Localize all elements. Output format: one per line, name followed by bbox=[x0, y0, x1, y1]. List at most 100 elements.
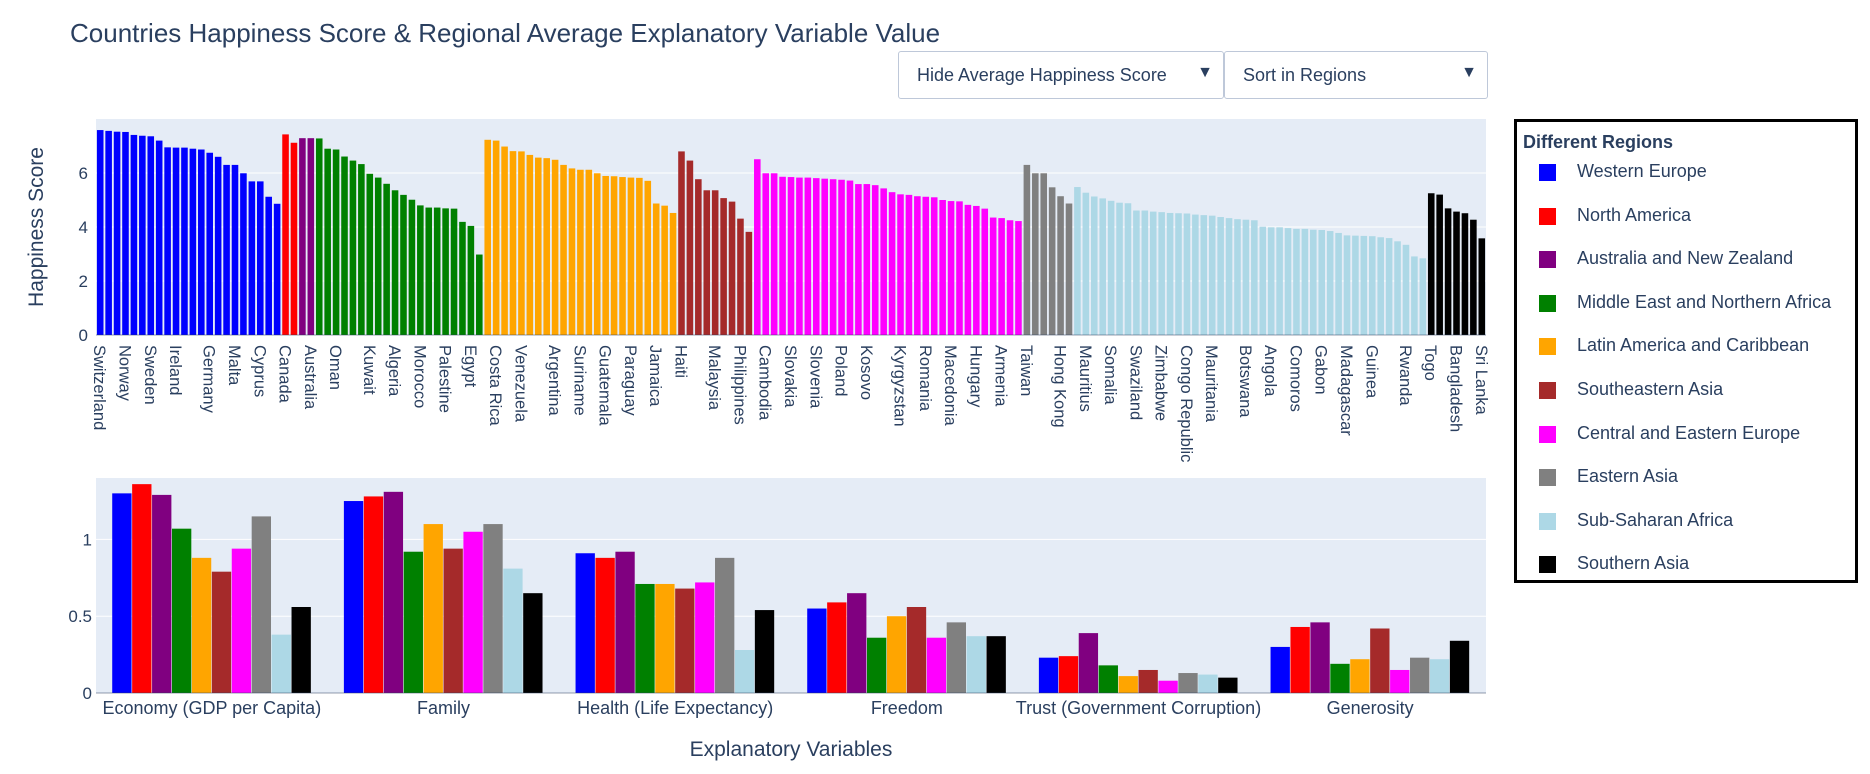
variable-bar[interactable] bbox=[847, 593, 867, 693]
variable-bar[interactable] bbox=[575, 553, 595, 693]
happiness-bar[interactable] bbox=[374, 177, 382, 335]
happiness-bar[interactable] bbox=[804, 177, 812, 335]
happiness-bar[interactable] bbox=[669, 212, 677, 335]
happiness-bar[interactable] bbox=[492, 140, 500, 335]
variable-bar[interactable] bbox=[615, 551, 635, 693]
variable-bar[interactable] bbox=[926, 637, 947, 693]
happiness-bar[interactable] bbox=[358, 164, 365, 335]
top-bar-series[interactable] bbox=[96, 130, 1486, 336]
happiness-bar[interactable] bbox=[838, 179, 845, 335]
legend-item[interactable]: Western Europe bbox=[1539, 157, 1859, 187]
variable-bar[interactable] bbox=[946, 622, 967, 693]
variable-bar[interactable] bbox=[443, 548, 463, 693]
variable-bar[interactable] bbox=[423, 524, 443, 693]
happiness-bar[interactable] bbox=[509, 151, 517, 335]
happiness-bar[interactable] bbox=[1107, 200, 1115, 335]
happiness-bar[interactable] bbox=[1411, 256, 1418, 335]
happiness-bar[interactable] bbox=[198, 149, 205, 335]
happiness-bar[interactable] bbox=[1116, 202, 1123, 335]
variable-bar[interactable] bbox=[1330, 663, 1350, 693]
variable-bar[interactable] bbox=[1370, 628, 1390, 694]
happiness-bar[interactable] bbox=[602, 175, 609, 335]
legend-item[interactable]: Sub-Saharan Africa bbox=[1539, 506, 1859, 536]
happiness-bar[interactable] bbox=[829, 179, 837, 335]
happiness-bar[interactable] bbox=[1234, 219, 1241, 335]
variable-bar[interactable] bbox=[1098, 665, 1118, 693]
happiness-bar[interactable] bbox=[770, 173, 778, 335]
variable-bar[interactable] bbox=[211, 571, 232, 693]
happiness-bar[interactable] bbox=[812, 178, 820, 335]
happiness-bar[interactable] bbox=[248, 181, 256, 335]
variable-bar[interactable] bbox=[1270, 646, 1290, 693]
variable-bar[interactable] bbox=[152, 494, 172, 693]
variable-bar[interactable] bbox=[1429, 659, 1450, 693]
happiness-bar[interactable] bbox=[299, 138, 306, 335]
happiness-bar[interactable] bbox=[1141, 210, 1149, 335]
happiness-bar[interactable] bbox=[459, 221, 466, 335]
happiness-bar[interactable] bbox=[1074, 187, 1081, 335]
happiness-bar[interactable] bbox=[846, 180, 854, 335]
happiness-bar[interactable] bbox=[754, 159, 761, 335]
variable-bar[interactable] bbox=[635, 583, 655, 693]
happiness-bar[interactable] bbox=[315, 138, 323, 335]
happiness-bar[interactable] bbox=[1133, 210, 1140, 335]
happiness-bar[interactable] bbox=[973, 205, 980, 335]
happiness-bar[interactable] bbox=[695, 179, 702, 335]
variable-bar[interactable] bbox=[112, 493, 132, 693]
happiness-bar[interactable] bbox=[189, 148, 197, 335]
variable-bar[interactable] bbox=[655, 583, 675, 693]
happiness-bar[interactable] bbox=[796, 177, 803, 335]
happiness-bar[interactable] bbox=[1175, 213, 1182, 335]
happiness-bar[interactable] bbox=[627, 177, 635, 335]
legend-item[interactable]: Southeastern Asia bbox=[1539, 375, 1859, 405]
legend-item[interactable]: Australia and New Zealand bbox=[1539, 244, 1859, 274]
happiness-bar[interactable] bbox=[113, 131, 121, 335]
variable-bar[interactable] bbox=[906, 607, 927, 693]
happiness-bar[interactable] bbox=[1099, 198, 1106, 335]
happiness-bar[interactable] bbox=[256, 181, 264, 335]
variable-bar[interactable] bbox=[132, 484, 152, 693]
variable-bar[interactable] bbox=[1158, 680, 1178, 693]
happiness-bar[interactable] bbox=[678, 151, 685, 335]
happiness-bar[interactable] bbox=[787, 177, 795, 335]
variable-bar[interactable] bbox=[715, 557, 735, 693]
happiness-bar[interactable] bbox=[981, 208, 989, 335]
happiness-bar[interactable] bbox=[593, 173, 601, 335]
variable-bar[interactable] bbox=[1350, 659, 1370, 693]
happiness-bar[interactable] bbox=[821, 178, 828, 335]
happiness-bar[interactable] bbox=[1343, 235, 1351, 335]
happiness-bar[interactable] bbox=[1326, 231, 1334, 335]
happiness-bar[interactable] bbox=[1335, 232, 1342, 335]
happiness-bar[interactable] bbox=[231, 164, 239, 335]
happiness-bar[interactable] bbox=[206, 152, 214, 335]
variable-bar[interactable] bbox=[1078, 633, 1099, 693]
variable-bar[interactable] bbox=[1290, 626, 1310, 693]
variable-bar[interactable] bbox=[271, 634, 291, 693]
happiness-bar[interactable] bbox=[1124, 203, 1132, 335]
happiness-bar[interactable] bbox=[425, 207, 433, 335]
happiness-bar[interactable] bbox=[1200, 215, 1208, 335]
happiness-bar[interactable] bbox=[998, 218, 1005, 335]
happiness-bar[interactable] bbox=[1217, 217, 1224, 335]
happiness-bar[interactable] bbox=[282, 134, 289, 335]
happiness-bar[interactable] bbox=[762, 173, 770, 335]
happiness-bar[interactable] bbox=[863, 184, 871, 335]
happiness-bar[interactable] bbox=[1478, 238, 1486, 335]
happiness-bar[interactable] bbox=[1040, 173, 1048, 335]
legend-item[interactable]: Southern Asia bbox=[1539, 549, 1859, 579]
happiness-bar[interactable] bbox=[737, 218, 744, 335]
variable-bar[interactable] bbox=[986, 636, 1006, 693]
happiness-bar[interactable] bbox=[1267, 227, 1275, 335]
happiness-bar[interactable] bbox=[122, 131, 129, 335]
happiness-bar[interactable] bbox=[1149, 211, 1157, 335]
happiness-bar[interactable] bbox=[1015, 221, 1022, 335]
happiness-bar[interactable] bbox=[1183, 213, 1191, 336]
happiness-bar[interactable] bbox=[307, 138, 315, 335]
happiness-bar[interactable] bbox=[1225, 218, 1233, 335]
variable-bar[interactable] bbox=[1038, 657, 1059, 693]
happiness-bar[interactable] bbox=[661, 205, 668, 335]
happiness-bar[interactable] bbox=[1453, 211, 1460, 335]
variable-bar[interactable] bbox=[251, 516, 272, 693]
happiness-bar[interactable] bbox=[164, 147, 171, 335]
happiness-bar[interactable] bbox=[888, 192, 896, 335]
